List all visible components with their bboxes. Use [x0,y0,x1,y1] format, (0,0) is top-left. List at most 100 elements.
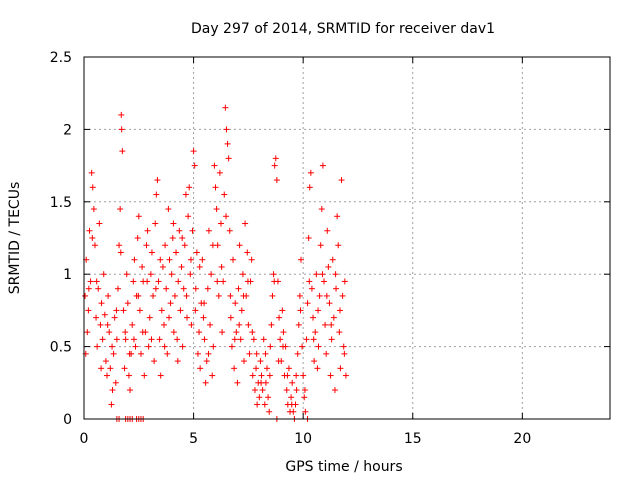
data-point [234,379,241,386]
data-point [89,235,96,241]
data-point [119,148,126,155]
data-point [188,321,195,328]
data-point [340,343,347,350]
data-point [153,191,160,198]
data-point [93,278,100,285]
chart-title: Day 297 of 2014, SRMTID for receiver dav… [191,21,495,37]
data-point [167,300,174,307]
data-point [98,300,105,307]
data-point [253,365,260,372]
data-point [219,329,226,336]
data-point [301,387,308,394]
data-point [233,329,240,336]
data-point [318,206,325,213]
data-point [225,155,232,162]
data-point [300,372,307,379]
data-point [249,372,256,379]
data-point [336,307,343,314]
grid [84,57,610,419]
data-point [212,184,219,191]
data-point [209,242,216,249]
data-point [199,256,206,263]
data-point [257,358,264,365]
x-tick-label: 10 [294,431,312,447]
data-point [253,350,260,357]
data-point [201,336,208,343]
data-point [295,321,302,328]
data-point [246,350,253,357]
data-point [235,285,242,292]
data-point [158,307,165,314]
y-tick-label: 1 [63,267,72,283]
data-point [272,155,279,162]
data-point [191,162,198,169]
plot-frame [83,56,611,420]
data-point [144,278,151,285]
data-point [165,206,172,213]
data-point [170,220,177,227]
y-tick-label: 2.5 [50,50,72,66]
data-points [82,104,349,422]
data-point [148,336,155,343]
data-point [259,387,266,394]
data-point [108,401,115,408]
data-point [230,256,237,263]
data-point [317,242,324,249]
data-point [96,220,103,227]
data-point [297,307,304,314]
data-point [232,300,239,307]
data-point [306,278,313,285]
data-point [150,292,157,299]
data-point [270,271,277,278]
data-point [322,321,329,328]
data-point [174,358,181,365]
data-point [106,329,113,336]
data-point [249,329,256,336]
data-point [205,227,212,234]
data-point [341,278,348,285]
data-point [197,365,204,372]
data-point [194,350,201,357]
data-point [310,314,317,321]
data-point [100,271,107,278]
axis-ticks [83,56,610,420]
data-point [163,285,170,292]
data-point [337,365,344,372]
data-point [176,227,183,234]
data-point [262,350,269,357]
data-point [236,321,243,328]
x-tick-label: 20 [513,431,531,447]
data-point [330,314,337,321]
data-point [183,292,190,299]
data-point [244,249,251,256]
data-point [328,321,335,328]
data-point [217,220,224,227]
data-point [151,358,158,365]
data-point [226,227,233,234]
data-point [335,242,342,249]
data-point [192,307,199,314]
data-point [333,285,340,292]
data-point [152,220,159,227]
data-point [338,177,345,184]
data-point [201,300,208,307]
data-point [329,256,336,263]
data-point [304,300,311,307]
data-point [305,235,312,241]
data-point [224,140,231,147]
data-point [207,321,214,328]
data-point [192,285,199,292]
data-point [240,292,247,299]
data-point [175,278,182,285]
data-point [269,292,276,299]
data-point [339,292,346,299]
data-point [146,314,153,321]
data-point [113,336,120,343]
data-point [187,271,194,278]
data-point [143,242,150,249]
data-point [187,256,194,263]
data-point [244,278,251,285]
data-point [122,329,129,336]
data-point [179,343,186,350]
data-point [171,292,178,299]
